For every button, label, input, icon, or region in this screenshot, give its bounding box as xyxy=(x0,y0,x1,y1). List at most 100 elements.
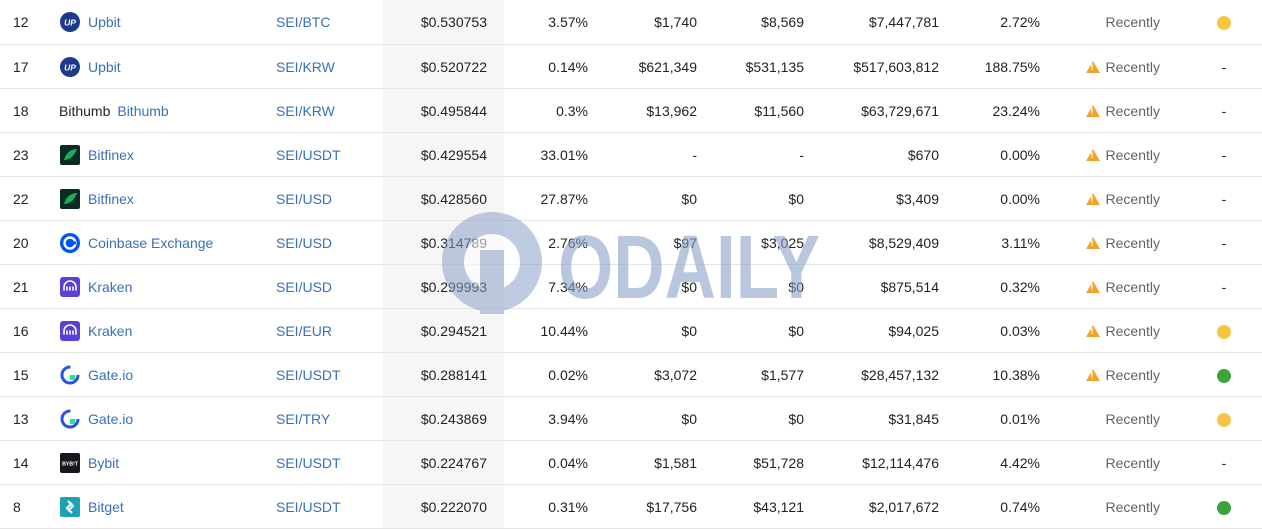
table-row: 17 UP Upbit SEI/KRW $0.520722 0.14% $621,349 $5… xyxy=(0,44,1262,89)
pair-link[interactable]: SEI/USDT xyxy=(276,366,341,383)
exchange-link[interactable]: Upbit xyxy=(88,58,121,75)
volume-percent-cell: 0.74% xyxy=(939,484,1040,529)
pair-cell: SEI/USD xyxy=(272,264,383,309)
exchange-link[interactable]: Coinbase Exchange xyxy=(88,234,214,251)
price-cell: $0.222070 xyxy=(383,484,504,529)
depth-plus-cell: $0 xyxy=(588,396,697,441)
price-cell: $0.224767 xyxy=(383,440,504,485)
last-updated-cell: Recently xyxy=(1040,440,1186,485)
exchange-link[interactable]: Upbit xyxy=(88,14,121,30)
exchange-cell: UP Upbit xyxy=(58,0,272,45)
bitfinex-icon xyxy=(60,188,80,209)
volume-cell: $8,529,409 xyxy=(804,220,939,265)
spread-cell: 0.02% xyxy=(504,352,588,397)
svg-text:UP: UP xyxy=(64,18,76,28)
depth-minus-cell: $0 xyxy=(697,176,804,221)
depth-minus-cell: $531,135 xyxy=(697,44,804,89)
pair-link[interactable]: SEI/KRW xyxy=(276,102,335,119)
price-cell: $0.288141 xyxy=(383,352,504,397)
volume-percent-cell: 0.00% xyxy=(939,176,1040,221)
trust-score-cell: - xyxy=(1186,44,1262,89)
pair-link[interactable]: SEI/USD xyxy=(276,190,333,207)
last-updated-cell: Recently xyxy=(1040,264,1186,309)
pair-link[interactable]: SEI/USDT xyxy=(276,146,341,163)
exchange-link[interactable]: Bithumb xyxy=(117,102,169,119)
table-row: 12 UP Upbit SEI/BTC $0.530753 3.57% $1,740 $8,5… xyxy=(0,0,1262,45)
rank-cell: 13 xyxy=(0,396,58,441)
warning-icon xyxy=(1085,236,1100,249)
exchange-cell: Bitget xyxy=(58,484,272,529)
price-cell: $0.243869 xyxy=(383,396,504,441)
gateio-icon xyxy=(60,409,80,429)
pair-link[interactable]: SEI/EUR xyxy=(276,322,333,339)
volume-percent-cell: 3.11% xyxy=(939,220,1040,265)
last-updated-text: Recently xyxy=(1105,410,1160,427)
table-row: 15 Gate.io SEI/USDT $0.288141 0.02% $3,072 $1,… xyxy=(0,352,1262,397)
price-cell: $0.530753 xyxy=(383,0,504,45)
depth-minus-cell: $8,569 xyxy=(697,0,804,45)
trust-score-cell xyxy=(1186,484,1262,529)
volume-percent-cell: 10.38% xyxy=(939,352,1040,397)
exchange-cell: BYB!T Bybit xyxy=(58,440,272,485)
exchange-link[interactable]: Gate.io xyxy=(88,366,134,383)
last-updated-cell: Recently xyxy=(1040,396,1186,441)
depth-plus-cell: - xyxy=(588,132,697,177)
last-updated-text: Recently xyxy=(1105,58,1160,75)
exchange-link[interactable]: Bitget xyxy=(88,498,124,515)
bybit-logo-text: BYB!T xyxy=(62,461,79,467)
depth-plus-cell: $1,740 xyxy=(588,0,697,45)
trust-score-cell: - xyxy=(1186,132,1262,177)
rank-cell: 22 xyxy=(0,176,58,221)
price-cell: $0.294521 xyxy=(383,308,504,353)
volume-percent-cell: 188.75% xyxy=(939,44,1040,89)
last-updated-text: Recently xyxy=(1105,322,1160,339)
trust-score-none: - xyxy=(1221,58,1227,75)
depth-minus-cell: $51,728 xyxy=(697,440,804,485)
rank-cell: 21 xyxy=(0,264,58,309)
table-row: 20 Coinbase Exchange SEI/USD $0.314789 2.76%… xyxy=(0,220,1262,265)
last-updated-text: Recently xyxy=(1105,102,1160,119)
price-cell: $0.314789 xyxy=(383,220,504,265)
spread-cell: 0.3% xyxy=(504,88,588,133)
price-cell: $0.428560 xyxy=(383,176,504,221)
price-cell: $0.299993 xyxy=(383,264,504,309)
last-updated-text: Recently xyxy=(1105,278,1160,295)
exchange-link[interactable]: Bitfinex xyxy=(88,146,134,163)
exchange-cell: Gate.io xyxy=(58,352,272,397)
table-row: 18 Bithumb Bithumb SEI/KRW $0.495844 0.3% $13,… xyxy=(0,88,1262,133)
bitget-icon xyxy=(60,496,80,517)
exchange-link[interactable]: Bybit xyxy=(88,454,120,471)
trust-score-none: - xyxy=(1221,102,1227,119)
exchange-cell: Bitfinex xyxy=(58,176,272,221)
exchange-link[interactable]: Kraken xyxy=(88,278,133,295)
pair-link[interactable]: SEI/USD xyxy=(276,234,333,251)
warning-icon xyxy=(1085,280,1100,293)
exchange-link[interactable]: Bitfinex xyxy=(88,190,134,207)
bithumb-logo-alt-text: Bithumb xyxy=(59,102,111,119)
depth-plus-cell: $621,349 xyxy=(588,44,697,89)
pair-link[interactable]: SEI/BTC xyxy=(276,14,331,30)
pair-link[interactable]: SEI/USDT xyxy=(276,454,341,471)
trust-score-cell xyxy=(1186,396,1262,441)
pair-link[interactable]: SEI/TRY xyxy=(276,410,331,427)
depth-minus-cell: $3,025 xyxy=(697,220,804,265)
trust-score-cell: - xyxy=(1186,264,1262,309)
depth-minus-cell: $0 xyxy=(697,396,804,441)
depth-plus-cell: $0 xyxy=(588,308,697,353)
volume-cell: $3,409 xyxy=(804,176,939,221)
exchange-link[interactable]: Kraken xyxy=(88,322,133,339)
pair-link[interactable]: SEI/KRW xyxy=(276,58,335,75)
trust-score-cell xyxy=(1186,308,1262,353)
bitfinex-icon xyxy=(60,144,80,165)
last-updated-cell: Recently xyxy=(1040,132,1186,177)
rank-cell: 12 xyxy=(0,0,58,45)
pair-link[interactable]: SEI/USD xyxy=(276,278,333,295)
rank-cell: 16 xyxy=(0,308,58,353)
exchange-link[interactable]: Gate.io xyxy=(88,410,134,427)
depth-minus-cell: $0 xyxy=(697,308,804,353)
pair-cell: SEI/EUR xyxy=(272,308,383,353)
depth-plus-cell: $0 xyxy=(588,176,697,221)
pair-link[interactable]: SEI/USDT xyxy=(276,498,341,515)
